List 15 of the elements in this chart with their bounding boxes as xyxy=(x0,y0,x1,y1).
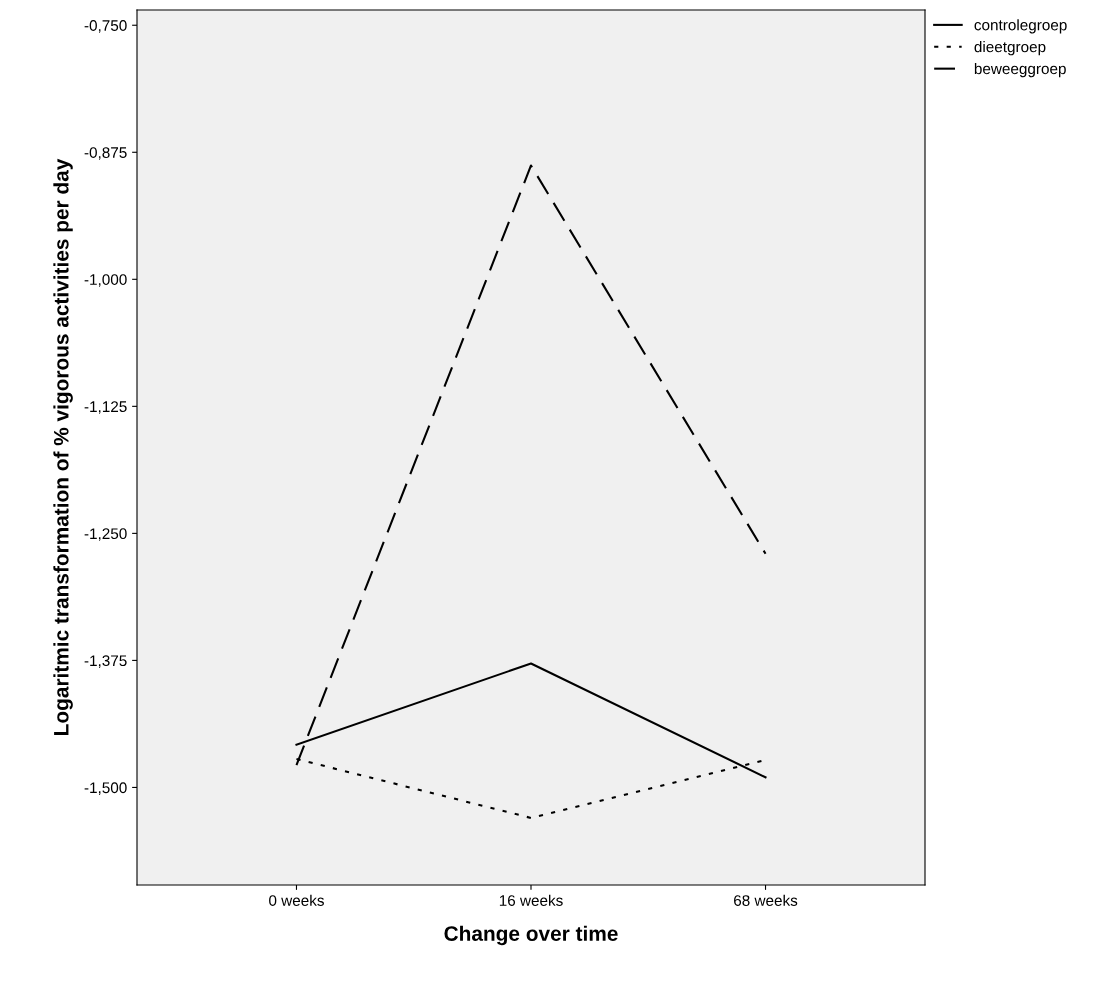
y-axis-title: Logaritmic transformation of % vigorous activities per day xyxy=(53,158,73,735)
y-tick-label: -0,750 xyxy=(84,20,127,33)
y-tick-label: -1,375 xyxy=(84,655,127,668)
legend-label: controlegroep xyxy=(974,19,1067,34)
x-axis-title: Change over time xyxy=(444,925,618,946)
y-tick-label: -1,500 xyxy=(84,782,127,795)
y-tick-label: -1,250 xyxy=(84,528,127,541)
x-tick-label: 68 weeks xyxy=(734,894,798,906)
legend-label: dieetgroep xyxy=(974,41,1046,56)
x-tick-label: 0 weeks xyxy=(269,894,324,906)
legend-label: beweeggroep xyxy=(974,62,1066,78)
x-tick-label: 16 weeks xyxy=(499,894,563,906)
y-tick-label: -0,875 xyxy=(84,147,127,160)
y-tick-label: -1,125 xyxy=(84,401,127,414)
y-tick-label: -1,000 xyxy=(84,274,127,287)
